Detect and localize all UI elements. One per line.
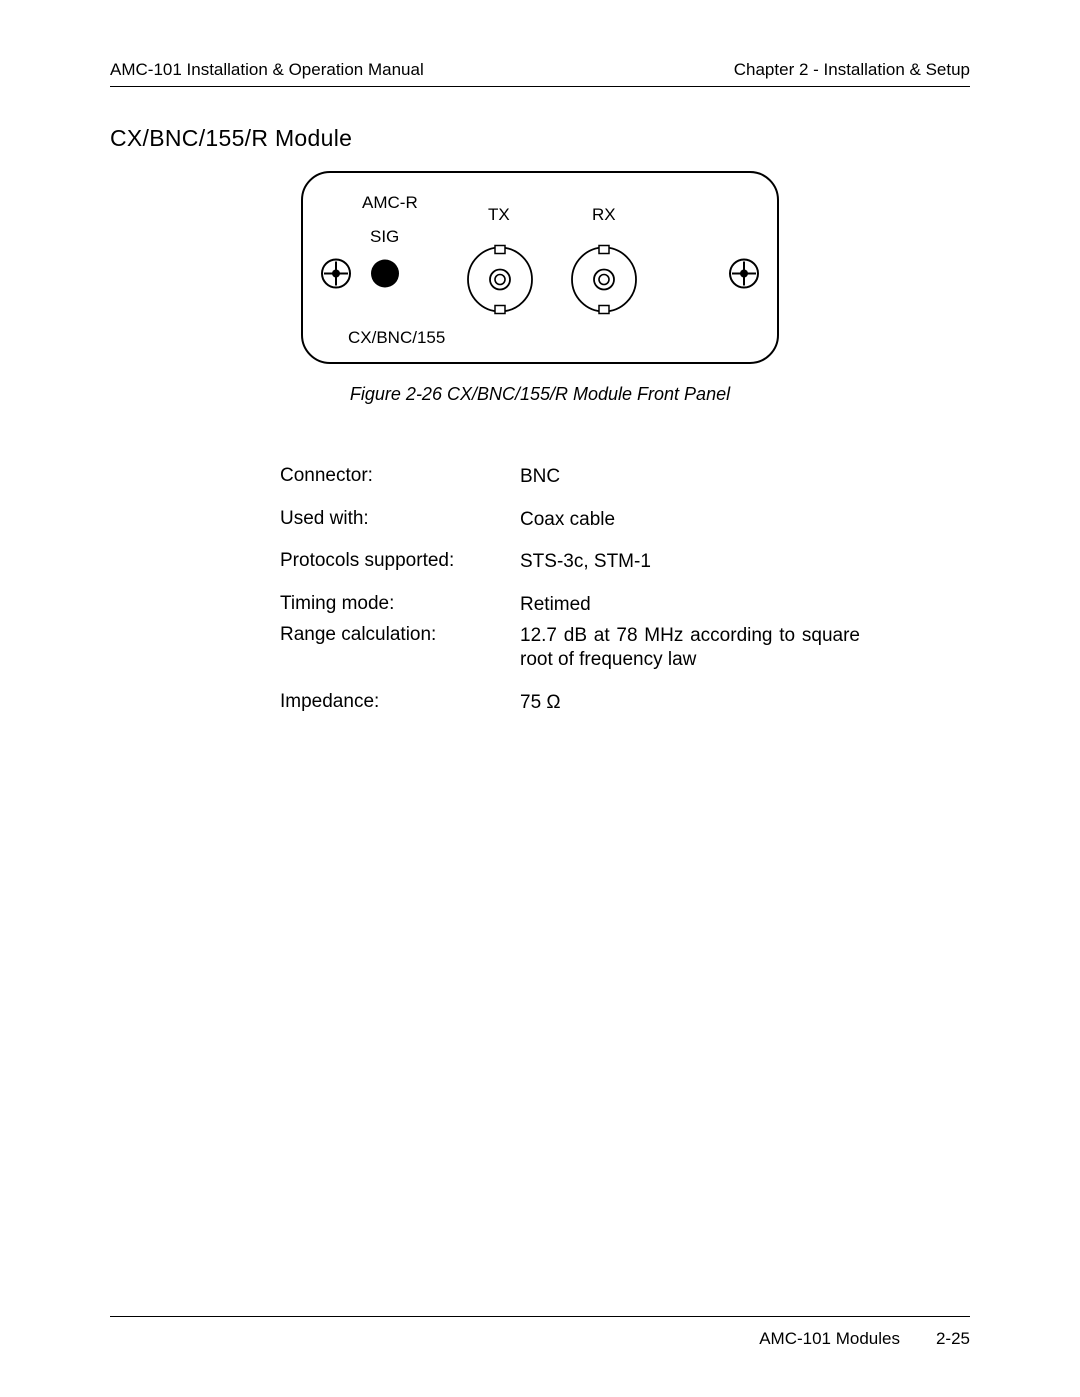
footer-page-number: 2-25	[936, 1329, 970, 1349]
spec-label: Impedance:	[280, 691, 520, 713]
svg-text:SIG: SIG	[370, 227, 399, 246]
spec-row: Range calculation: 12.7 dB at 78 MHz acc…	[280, 624, 970, 673]
section-title: CX/BNC/155/R Module	[110, 125, 970, 152]
spec-value: 75 Ω	[520, 691, 860, 716]
spec-value: 12.7 dB at 78 MHz according to square ro…	[520, 624, 860, 673]
header-left: AMC-101 Installation & Operation Manual	[110, 60, 424, 80]
page-header: AMC-101 Installation & Operation Manual …	[110, 60, 970, 87]
document-page: AMC-101 Installation & Operation Manual …	[0, 0, 1080, 1397]
figure-wrap: AMC-R SIG CX/BNC/155 TX RX Figure 2-26 CX/BN…	[110, 170, 970, 405]
spec-label: Range calculation:	[280, 624, 520, 646]
spec-label: Used with:	[280, 508, 520, 530]
spec-row: Used with: Coax cable	[280, 508, 970, 533]
figure-caption: Figure 2-26 CX/BNC/155/R Module Front Pa…	[350, 384, 730, 405]
spec-value: Retimed	[520, 593, 860, 618]
spec-row: Impedance: 75 Ω	[280, 691, 970, 716]
svg-text:AMC-R: AMC-R	[362, 193, 418, 212]
spec-label: Protocols supported:	[280, 550, 520, 572]
spec-row: Connector: BNC	[280, 465, 970, 490]
svg-text:TX: TX	[488, 205, 510, 224]
footer-section: AMC-101 Modules	[759, 1329, 900, 1349]
spec-value: Coax cable	[520, 508, 860, 533]
svg-text:CX/BNC/155: CX/BNC/155	[348, 328, 445, 347]
page-footer: AMC-101 Modules 2-25	[759, 1329, 970, 1349]
svg-text:RX: RX	[592, 205, 616, 224]
spec-label: Connector:	[280, 465, 520, 487]
header-right: Chapter 2 - Installation & Setup	[734, 60, 970, 80]
spec-value: STS-3c, STM-1	[520, 550, 860, 575]
module-front-panel-diagram: AMC-R SIG CX/BNC/155 TX RX	[300, 170, 780, 370]
spec-row: Timing mode: Retimed	[280, 593, 970, 618]
footer-rule	[110, 1316, 970, 1317]
spec-value: BNC	[520, 465, 860, 490]
spec-row: Protocols supported: STS-3c, STM-1	[280, 550, 970, 575]
spec-table: Connector: BNC Used with: Coax cable Pro…	[280, 465, 970, 716]
spec-label: Timing mode:	[280, 593, 520, 615]
